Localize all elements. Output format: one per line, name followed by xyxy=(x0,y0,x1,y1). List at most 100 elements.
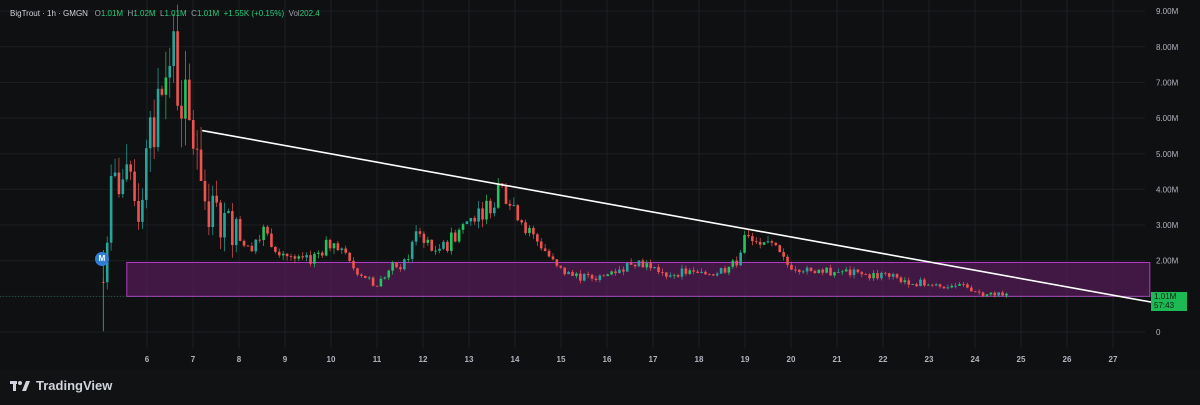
support-zone xyxy=(126,261,1151,297)
candle-body xyxy=(1005,293,1008,296)
candle-body xyxy=(191,120,195,149)
candle-body xyxy=(383,277,387,279)
candle-body xyxy=(227,211,230,214)
candle-body xyxy=(582,273,586,281)
candle-body xyxy=(610,271,613,275)
candle-body xyxy=(700,271,703,273)
candle-body xyxy=(977,291,981,293)
candle-body xyxy=(317,252,320,254)
candle-body xyxy=(410,241,414,259)
candle-body xyxy=(934,284,938,286)
candle-body xyxy=(997,292,1000,296)
candle-body xyxy=(758,241,762,245)
candle-body xyxy=(430,239,434,251)
footer: TradingView xyxy=(0,370,1200,405)
candle-body xyxy=(903,280,907,283)
candle-body xyxy=(594,278,598,280)
candle-body xyxy=(231,211,234,246)
candle-body xyxy=(778,245,782,252)
candle-body xyxy=(371,277,375,286)
candle-body xyxy=(805,267,809,272)
candle-body xyxy=(320,252,324,256)
chart-area[interactable]: 0 2.00M 3.00M 4.00M 5.00M 6.00M 7.00M 8.00M 9.00… xyxy=(0,0,1200,370)
candle-body xyxy=(453,232,457,242)
candle-body xyxy=(262,226,265,241)
candle-body xyxy=(145,148,148,200)
candle-body xyxy=(950,285,954,288)
candle-body xyxy=(668,275,672,277)
candle-body xyxy=(946,287,950,289)
legend-close-label: C xyxy=(191,9,197,18)
candle-body xyxy=(360,274,363,276)
candle-body xyxy=(348,252,351,261)
candle-body xyxy=(141,199,144,222)
candle-body xyxy=(461,224,465,230)
candle-body xyxy=(860,272,864,275)
candle-body xyxy=(563,267,566,275)
y-tick-label: 0 xyxy=(1156,328,1161,337)
candle-body xyxy=(719,268,723,274)
candle-body xyxy=(829,267,832,276)
candle-body xyxy=(809,267,813,272)
candle-body xyxy=(747,235,750,237)
candle-body xyxy=(661,272,664,273)
candle-body xyxy=(704,271,707,275)
candle-body xyxy=(543,248,547,251)
candle-body xyxy=(665,272,668,277)
candle-body xyxy=(848,269,852,276)
candle-body xyxy=(489,200,492,214)
candle-body xyxy=(598,275,602,280)
candle-body xyxy=(121,179,125,195)
x-tick-label: 11 xyxy=(373,355,382,364)
y-tick-label: 3.00M xyxy=(1156,221,1179,230)
x-tick-label: 12 xyxy=(419,355,428,364)
candle-body xyxy=(418,231,422,234)
candle-body xyxy=(852,269,856,276)
candle-body xyxy=(641,260,645,268)
candle-body xyxy=(223,213,226,238)
tradingview-logo[interactable]: TradingView xyxy=(10,378,112,393)
candle-body xyxy=(508,203,512,206)
trendline xyxy=(202,129,1160,305)
candle-body xyxy=(942,286,946,289)
candle-body xyxy=(684,268,688,274)
legend-low-label: L xyxy=(160,9,165,18)
candle-body xyxy=(680,268,684,277)
candle-body xyxy=(297,256,301,259)
candle-body xyxy=(938,284,942,287)
candle-body xyxy=(657,267,660,273)
candle-body xyxy=(281,253,285,256)
x-tick-label: 24 xyxy=(971,355,980,364)
candle-body xyxy=(270,233,273,247)
candle-body xyxy=(715,273,719,276)
legend-low: 1.01M xyxy=(164,9,187,18)
marker-m-badge[interactable]: M xyxy=(95,252,109,266)
candle-body xyxy=(238,219,242,241)
candle-body xyxy=(864,274,868,276)
candle-body xyxy=(622,269,625,272)
candle-body xyxy=(970,287,973,292)
candle-body xyxy=(285,253,289,257)
legend-high-label: H xyxy=(127,9,134,18)
price-chart[interactable]: 0 2.00M 3.00M 4.00M 5.00M 6.00M 7.00M 8.00M 9.00… xyxy=(0,0,1200,370)
candle-body xyxy=(493,207,496,214)
x-tick-label: 8 xyxy=(237,355,242,364)
x-tick-label: 13 xyxy=(465,355,474,364)
candle-body xyxy=(305,255,308,258)
candle-body xyxy=(403,259,406,270)
candle-body xyxy=(485,200,488,220)
candle-body xyxy=(743,235,746,253)
legend-change: +1.55K (+0.15%) xyxy=(223,9,285,18)
candle-body xyxy=(344,248,348,253)
candle-body xyxy=(993,292,997,296)
legend-vol: 202.4 xyxy=(299,9,320,18)
candle-body xyxy=(133,171,136,201)
candle-body xyxy=(199,149,203,181)
candle-body xyxy=(751,236,754,242)
candle-body xyxy=(387,270,391,278)
candle-body xyxy=(332,243,336,249)
brand-name: TradingView xyxy=(36,378,113,393)
candle-body xyxy=(762,242,766,245)
candle-body xyxy=(188,79,191,121)
candle-body xyxy=(891,274,895,277)
